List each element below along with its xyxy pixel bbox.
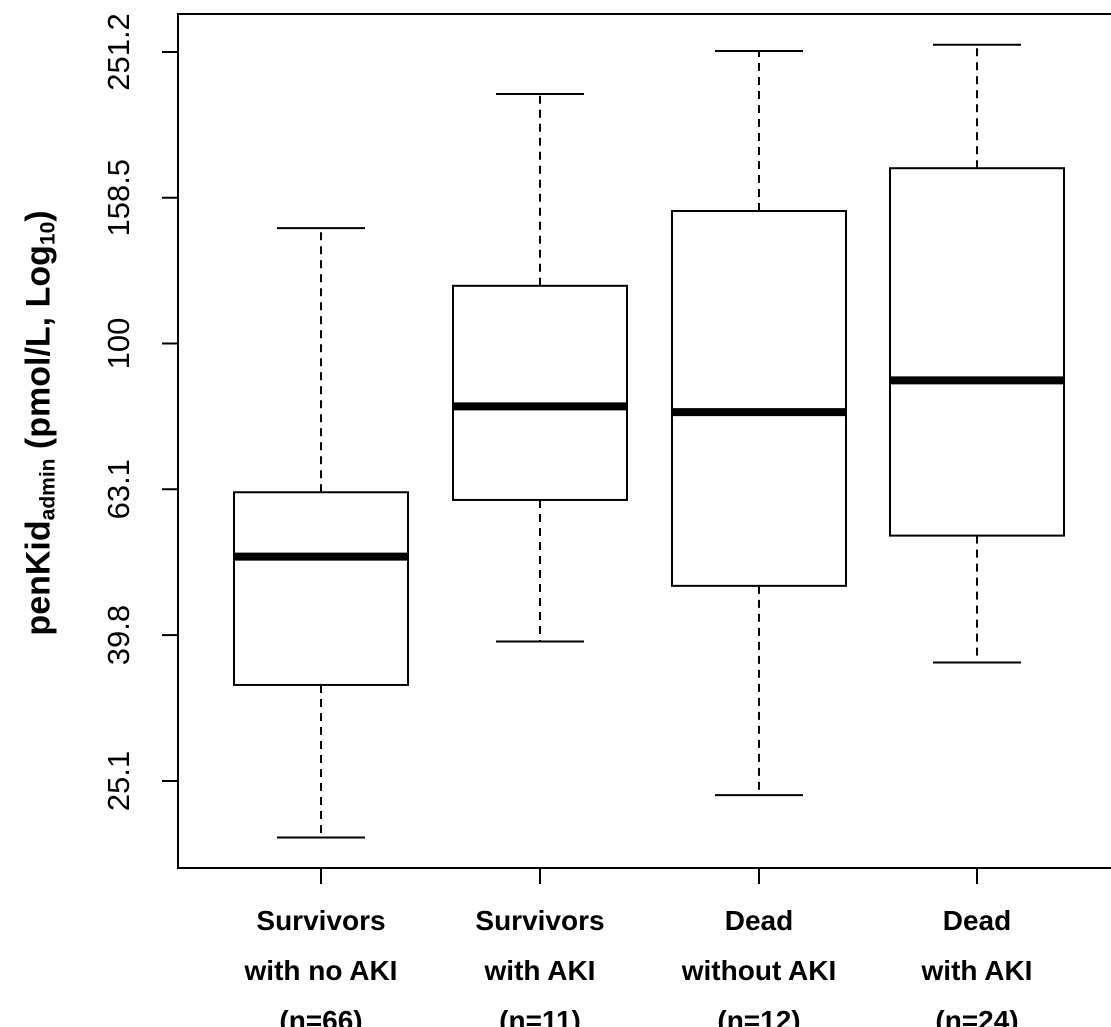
x-category-label-line: (n=11) — [499, 1005, 581, 1027]
y-tick-label: 158.5 — [101, 159, 136, 237]
box-group — [889, 43, 1065, 664]
box-group — [671, 49, 847, 797]
y-tick-label: 39.8 — [101, 605, 136, 665]
iqr-box — [671, 209, 847, 587]
x-category-label-line: (n=66) — [279, 1005, 362, 1027]
iqr-box — [233, 491, 409, 686]
x-category-label-line: with no AKI — [244, 955, 398, 986]
x-category-label-line: (n=12) — [717, 1005, 800, 1027]
x-category-label-line: Survivors — [256, 905, 385, 936]
x-category-label-line: without AKI — [681, 955, 836, 986]
y-tick-label: 63.1 — [101, 459, 136, 519]
x-category-label-line: with AKI — [921, 955, 1033, 986]
y-tick-label: 100 — [101, 318, 136, 370]
plot-frame — [177, 13, 1111, 869]
x-category-label-line: Survivors — [475, 905, 604, 936]
x-category-label-line: Dead — [943, 905, 1011, 936]
box-group — [233, 227, 409, 839]
y-tick-label: 251.2 — [101, 13, 136, 91]
box-group — [452, 92, 628, 643]
x-category-label-line: Dead — [725, 905, 793, 936]
iqr-box — [889, 167, 1065, 537]
x-category-label-line: with AKI — [484, 955, 596, 986]
y-tick-label: 25.1 — [101, 751, 136, 811]
iqr-box — [452, 284, 628, 501]
x-category-label-line: (n=24) — [935, 1005, 1018, 1027]
